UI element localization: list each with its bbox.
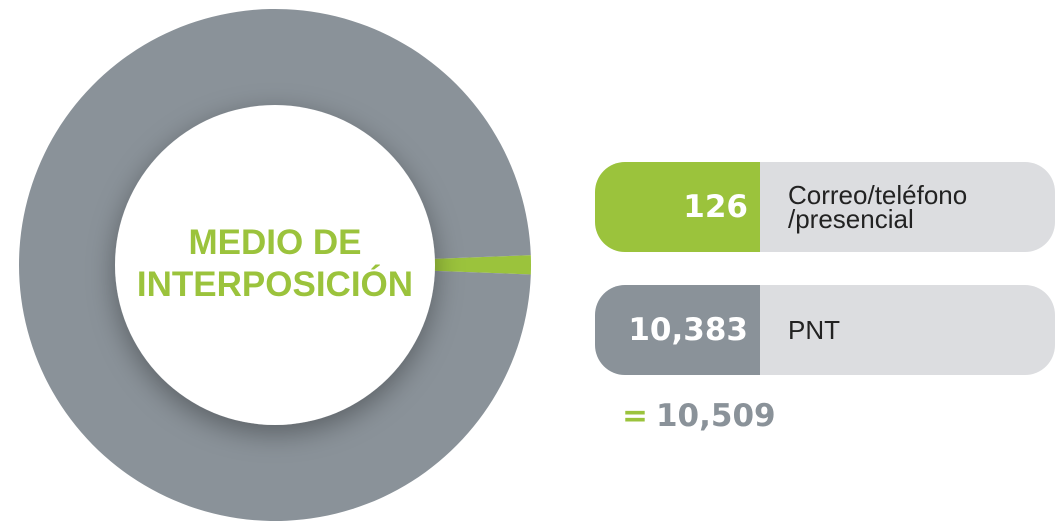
chart-title: MEDIO DE INTERPOSICIÓN [136, 223, 414, 304]
total-prefix: = [622, 398, 648, 434]
legend-label: PNT [760, 285, 1055, 375]
legend-label: Correo/teléfono /presencial [760, 162, 1055, 252]
legend-item: 10,383 PNT [595, 285, 1055, 375]
legend-value: 126 [595, 162, 760, 252]
legend-value: 10,383 [595, 285, 760, 375]
donut-hole [115, 105, 435, 425]
total-value: 10,509 [655, 398, 776, 434]
legend-item: 126 Correo/teléfono /presencial [595, 162, 1055, 252]
total: = 10,509 [622, 398, 776, 434]
